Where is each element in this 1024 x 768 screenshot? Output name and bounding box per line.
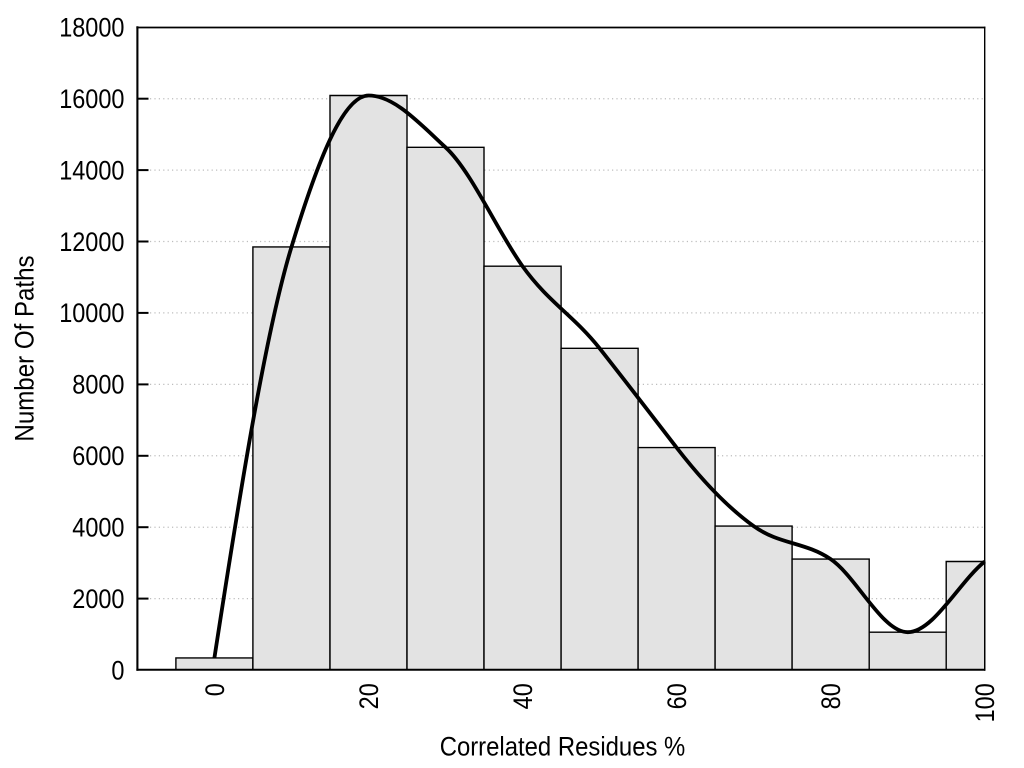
svg-text:8000: 8000 [72, 370, 124, 400]
svg-text:Correlated Residues %: Correlated Residues % [440, 732, 686, 762]
svg-text:10000: 10000 [59, 299, 124, 329]
svg-text:100: 100 [971, 683, 1001, 722]
svg-text:12000: 12000 [59, 227, 124, 257]
svg-text:2000: 2000 [72, 584, 124, 614]
svg-text:40: 40 [509, 683, 539, 709]
svg-text:80: 80 [817, 683, 847, 709]
svg-text:6000: 6000 [72, 442, 124, 472]
svg-text:Number Of Paths: Number Of Paths [10, 255, 40, 441]
svg-text:16000: 16000 [59, 85, 124, 115]
svg-text:60: 60 [663, 683, 693, 709]
svg-text:18000: 18000 [59, 13, 124, 43]
svg-text:0: 0 [200, 683, 230, 696]
svg-text:4000: 4000 [72, 513, 124, 543]
svg-text:0: 0 [111, 656, 124, 686]
svg-text:14000: 14000 [59, 156, 124, 186]
svg-text:20: 20 [355, 683, 385, 709]
